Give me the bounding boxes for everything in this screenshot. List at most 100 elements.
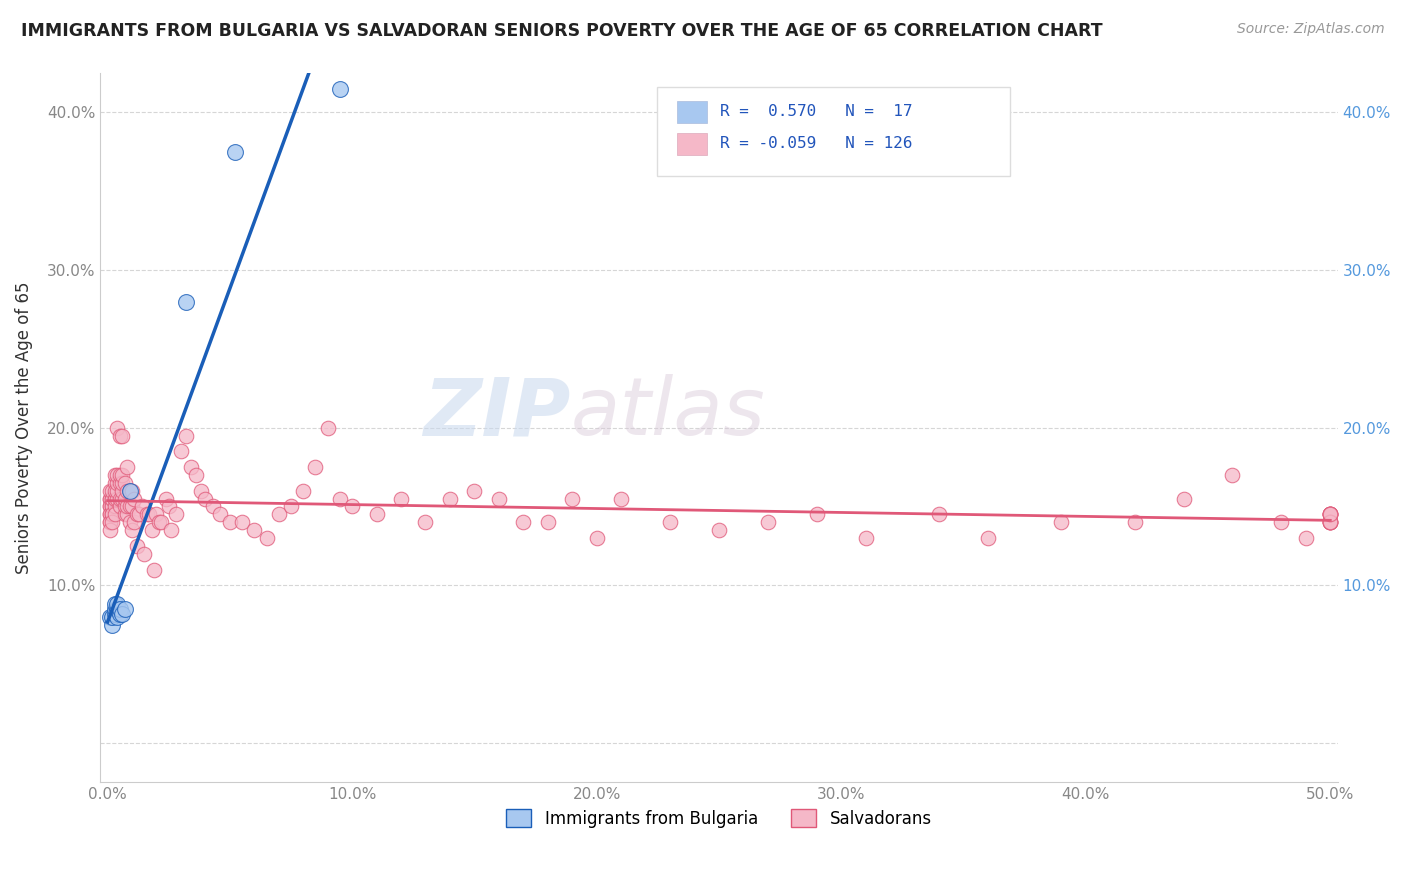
Text: IMMIGRANTS FROM BULGARIA VS SALVADORAN SENIORS POVERTY OVER THE AGE OF 65 CORREL: IMMIGRANTS FROM BULGARIA VS SALVADORAN S… [21,22,1102,40]
Point [134,547,156,561]
Point [125,539,148,553]
Point [104,491,127,506]
Point [121,483,143,498]
Point [101,491,124,506]
Point [1319,508,1341,522]
Point [165,508,187,522]
Point [145,508,167,522]
Point [131,500,153,514]
Point [114,602,136,616]
Point [101,500,124,514]
Point [174,294,197,309]
Point [104,491,127,506]
Point [292,483,315,498]
Point [415,515,437,529]
Point [114,508,136,522]
Point [160,523,183,537]
Point [141,523,163,537]
Point [101,617,124,632]
Point [184,467,207,482]
Point [105,420,128,434]
Point [105,475,128,490]
Point [98,500,121,514]
Point [1319,515,1341,529]
Point [104,467,127,482]
Point [1173,491,1195,506]
Point [108,428,131,442]
Point [610,491,633,506]
Point [155,491,177,506]
Point [101,508,124,522]
Point [224,145,246,159]
Text: R =  0.570   N =  17: R = 0.570 N = 17 [720,104,912,120]
Point [209,508,232,522]
Point [1319,508,1341,522]
Point [1319,515,1341,529]
Point [98,508,121,522]
FancyBboxPatch shape [657,87,1010,176]
Point [105,610,128,624]
Point [756,515,779,529]
Point [194,491,217,506]
Point [118,483,141,498]
Point [488,491,510,506]
Point [329,81,352,95]
Point [1319,515,1341,529]
Point [1319,508,1341,522]
Point [111,607,134,621]
Point [105,602,128,616]
Point [98,491,121,506]
Point [124,491,146,506]
Point [108,607,131,621]
Point [118,483,141,498]
Point [218,515,240,529]
Point [267,508,290,522]
Point [105,597,128,611]
Point [115,460,138,475]
Point [157,500,180,514]
Point [256,531,278,545]
FancyBboxPatch shape [676,101,707,123]
Point [707,523,730,537]
Point [135,508,157,522]
Point [537,515,560,529]
Point [121,523,143,537]
Point [115,500,138,514]
Point [1050,515,1073,529]
Point [124,515,146,529]
Point [101,483,124,498]
Point [115,508,138,522]
Point [111,467,134,482]
Point [143,562,166,576]
Point [128,508,150,522]
Point [561,491,583,506]
Point [108,602,131,616]
Point [138,508,160,522]
Point [806,508,828,522]
Point [111,475,134,490]
Point [108,491,131,506]
Point [101,515,124,529]
Point [1319,515,1341,529]
Point [855,531,877,545]
Point [105,491,128,506]
Point [108,467,131,482]
Point [201,500,224,514]
Point [98,500,121,514]
Legend: Immigrants from Bulgaria, Salvadorans: Immigrants from Bulgaria, Salvadorans [499,803,938,834]
Point [101,610,124,624]
Point [928,508,950,522]
Point [1319,515,1341,529]
Point [98,491,121,506]
Point [111,491,134,506]
Point [231,515,253,529]
Text: ZIP: ZIP [423,375,571,452]
Point [104,597,127,611]
Point [340,500,363,514]
Text: R = -0.059   N = 126: R = -0.059 N = 126 [720,136,912,152]
Point [150,515,173,529]
Point [121,500,143,514]
Point [118,515,141,529]
Point [104,483,127,498]
Point [1270,515,1292,529]
